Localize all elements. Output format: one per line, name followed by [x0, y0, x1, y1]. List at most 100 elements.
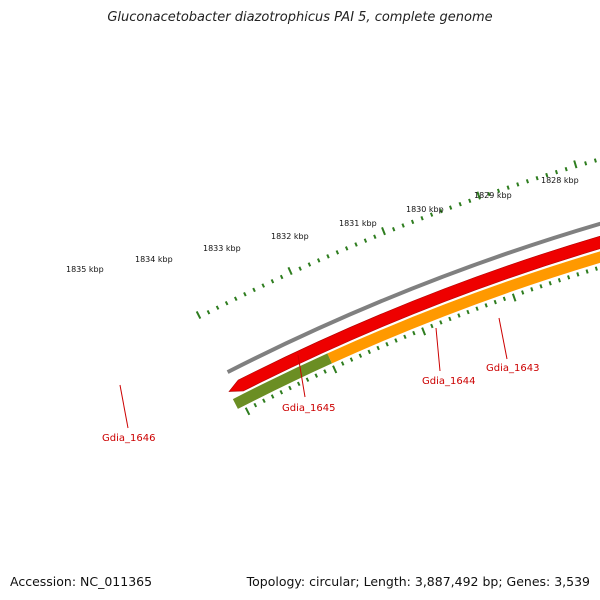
inner-tick [279, 389, 284, 395]
outer-tick [545, 172, 549, 178]
scale-label-1832: 1832 kbp [271, 232, 309, 241]
accession-text: Accession: NC_011365 [10, 574, 153, 589]
inner-tick [340, 361, 345, 366]
inner-tick [323, 369, 327, 374]
label-leaders [119, 317, 508, 429]
inner-tick [557, 278, 561, 283]
outer-tick [215, 305, 220, 310]
outer-tick [476, 191, 481, 200]
inner-tick [493, 299, 497, 305]
outer-tick [287, 266, 293, 276]
outer-tick [261, 283, 265, 288]
leader-line [119, 384, 129, 429]
inner-tick [385, 342, 389, 347]
inner-tick [448, 316, 452, 322]
leader-line [435, 327, 441, 372]
scale-label-1831: 1831 kbp [339, 219, 377, 228]
outer-tick [326, 254, 330, 259]
inner-tick [484, 303, 488, 308]
inner-tick [567, 275, 571, 280]
inner-tick [511, 293, 517, 302]
outer-tick [584, 161, 588, 166]
inner-tick [314, 373, 319, 378]
genome-stats-text: Topology: circular; Length: 3,887,492 bp… [246, 574, 590, 589]
feature-bands [232, 251, 600, 409]
outer-tick [392, 227, 396, 232]
outer-tick [593, 158, 597, 163]
gene-label-gdia-1645: Gdia_1645 [282, 403, 335, 414]
inner-tick [502, 296, 507, 302]
outer-tick [206, 309, 211, 315]
outer-tick [487, 191, 491, 197]
inner-tick [594, 266, 598, 271]
inner-tick [332, 365, 338, 374]
inner-tick [296, 381, 301, 387]
outer-tick [243, 292, 247, 297]
scale-label-1833: 1833 kbp [203, 244, 241, 253]
outer-tick [316, 258, 321, 263]
outer-scale-ticks [195, 158, 597, 320]
gene-arrows [228, 236, 600, 392]
inner-tick [457, 313, 461, 318]
outer-tick [279, 274, 284, 280]
outer-tick [252, 287, 256, 293]
outer-tick [363, 238, 368, 243]
inner-tick [367, 349, 371, 355]
outer-tick [270, 279, 275, 284]
inner-tick [270, 394, 275, 399]
outer-tick [516, 182, 520, 187]
scale-labels: 1835 kbp 1834 kbp 1833 kbp 1832 kbp 1831… [66, 176, 579, 274]
scale-label-1829: 1829 kbp [474, 191, 512, 200]
inner-tick [403, 334, 407, 340]
outer-tick [373, 234, 377, 239]
gene-label-gdia-1644: Gdia_1644 [422, 376, 475, 387]
inner-tick [394, 338, 398, 343]
scale-label-1828: 1828 kbp [541, 176, 579, 185]
outer-tick [535, 175, 539, 181]
outer-tick [381, 227, 386, 236]
inner-tick [539, 284, 543, 289]
inner-tick [585, 269, 589, 274]
scale-label-1834: 1834 kbp [135, 255, 173, 264]
inner-tick [358, 353, 363, 358]
outer-tick [298, 266, 302, 271]
inner-tick [548, 281, 552, 286]
outer-tick [458, 201, 462, 207]
gene-labels: Gdia_1646 Gdia_1645 Gdia_1644 Gdia_1643 [102, 363, 539, 444]
feature-band-orange [327, 251, 600, 364]
leader-line [498, 317, 508, 360]
outer-tick [410, 219, 415, 225]
outer-tick [224, 300, 229, 306]
inner-tick [576, 272, 580, 277]
inner-tick [253, 402, 258, 408]
outer-tick [344, 246, 349, 251]
feature-band-olive [232, 353, 332, 409]
leader-line [297, 354, 306, 398]
outer-tick [449, 205, 453, 210]
inner-tick [439, 320, 443, 325]
inner-tick [475, 306, 479, 311]
outer-tick [439, 208, 443, 214]
outer-tick [564, 166, 568, 172]
scale-label-1830: 1830 kbp [406, 205, 444, 214]
outer-tick [233, 296, 238, 301]
inner-tick [262, 398, 266, 404]
inner-tick [376, 345, 380, 351]
inner-tick [530, 287, 534, 292]
outer-tick [429, 212, 434, 217]
outer-tick [307, 262, 312, 267]
outer-tick [195, 311, 202, 320]
gene-label-gdia-1643: Gdia_1643 [486, 363, 539, 374]
inner-scale-ticks [244, 266, 598, 416]
inner-tick [466, 309, 470, 315]
genome-backbone [226, 221, 600, 374]
outer-tick [354, 242, 358, 247]
outer-tick [401, 223, 405, 228]
outer-tick [573, 160, 578, 169]
inner-tick [430, 323, 434, 329]
inner-tick [421, 327, 427, 336]
outer-tick [496, 188, 501, 194]
inner-tick [305, 377, 310, 382]
gene-label-gdia-1646: Gdia_1646 [102, 433, 155, 444]
